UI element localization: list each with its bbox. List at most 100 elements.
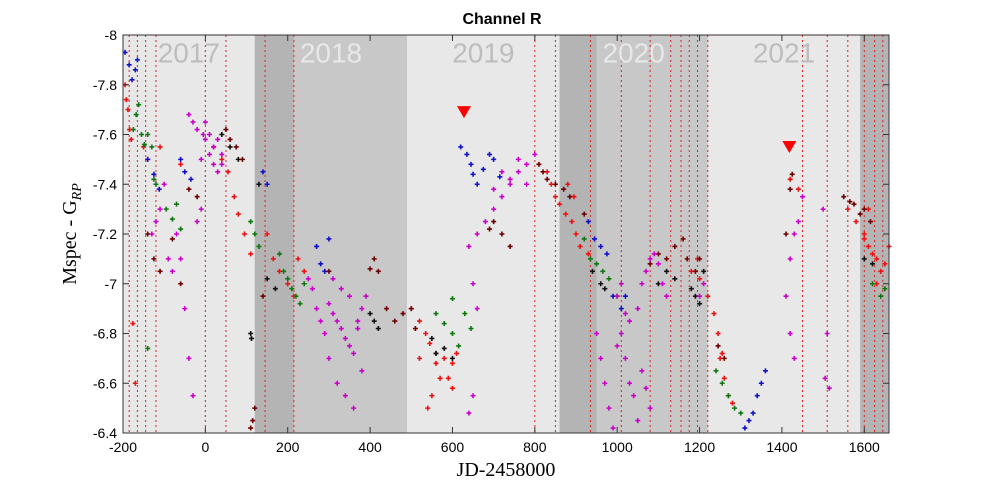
data-point bbox=[248, 335, 254, 341]
data-point bbox=[701, 281, 707, 287]
y-tick-label: -7.2 bbox=[93, 226, 117, 242]
triangle-marker bbox=[782, 140, 797, 153]
year-label: 2021 bbox=[753, 37, 815, 68]
y-tick-label: -6.6 bbox=[93, 375, 117, 391]
data-point bbox=[174, 201, 180, 207]
data-point bbox=[445, 375, 451, 381]
data-point bbox=[684, 256, 690, 262]
data-point bbox=[618, 306, 624, 312]
data-point bbox=[178, 281, 184, 287]
data-point bbox=[845, 206, 851, 212]
data-point bbox=[602, 286, 608, 292]
data-point bbox=[635, 418, 641, 424]
data-point bbox=[719, 380, 725, 386]
y-tick-label: -8 bbox=[105, 27, 118, 43]
data-point bbox=[198, 156, 204, 162]
data-point bbox=[507, 176, 513, 182]
data-point bbox=[225, 169, 231, 175]
data-point bbox=[577, 243, 583, 249]
data-point bbox=[437, 375, 443, 381]
y-tick-label: -7.4 bbox=[93, 176, 117, 192]
data-point bbox=[552, 194, 558, 200]
year-label: 2020 bbox=[603, 37, 665, 68]
data-point bbox=[870, 261, 876, 267]
data-point bbox=[561, 186, 567, 192]
data-point bbox=[639, 368, 645, 374]
data-point bbox=[270, 256, 276, 262]
data-point bbox=[594, 331, 600, 336]
data-point bbox=[474, 181, 480, 187]
data-point bbox=[532, 151, 538, 157]
data-point bbox=[861, 231, 867, 237]
data-point bbox=[861, 236, 867, 242]
series-magenta bbox=[149, 112, 832, 431]
data-point bbox=[412, 326, 418, 332]
data-point bbox=[139, 132, 145, 137]
data-point bbox=[130, 127, 136, 133]
data-point bbox=[487, 151, 493, 157]
data-point bbox=[635, 306, 641, 312]
data-point bbox=[725, 393, 731, 399]
data-point bbox=[622, 293, 628, 299]
data-point bbox=[281, 268, 287, 274]
data-point bbox=[194, 127, 200, 133]
data-point bbox=[713, 368, 719, 374]
data-point bbox=[125, 107, 131, 113]
data-point bbox=[417, 355, 423, 361]
data-point bbox=[466, 410, 472, 416]
data-point bbox=[194, 194, 200, 200]
data-point bbox=[132, 67, 138, 73]
data-point bbox=[433, 350, 439, 356]
data-point bbox=[174, 231, 180, 237]
data-point bbox=[293, 293, 299, 299]
data-point bbox=[721, 375, 727, 381]
data-point bbox=[697, 276, 703, 282]
data-point bbox=[157, 268, 163, 274]
x-tick-label: 200 bbox=[276, 439, 300, 455]
data-point bbox=[847, 199, 853, 205]
data-point bbox=[787, 256, 793, 262]
data-point bbox=[375, 268, 381, 274]
data-point bbox=[157, 144, 163, 150]
data-point bbox=[585, 219, 591, 225]
data-point bbox=[227, 144, 233, 150]
data-point bbox=[643, 268, 649, 274]
data-point bbox=[622, 311, 628, 317]
data-point bbox=[347, 293, 353, 299]
data-point bbox=[870, 281, 876, 287]
data-point bbox=[161, 181, 167, 187]
x-tick-label: 400 bbox=[358, 439, 382, 455]
data-point bbox=[732, 405, 738, 411]
data-point bbox=[441, 321, 447, 327]
data-point bbox=[536, 161, 542, 167]
data-point bbox=[719, 350, 725, 356]
data-point bbox=[400, 311, 406, 317]
data-point bbox=[178, 161, 184, 167]
data-point bbox=[861, 206, 867, 212]
data-point bbox=[791, 231, 797, 237]
data-point bbox=[149, 231, 155, 237]
data-point bbox=[581, 236, 587, 242]
data-point bbox=[250, 418, 256, 424]
data-point bbox=[149, 144, 155, 150]
data-point bbox=[606, 405, 612, 411]
data-point bbox=[157, 206, 163, 212]
data-point bbox=[134, 57, 140, 63]
data-point bbox=[186, 112, 192, 118]
data-point bbox=[800, 194, 806, 200]
data-point bbox=[524, 161, 530, 167]
data-point bbox=[456, 343, 462, 349]
darker-band bbox=[254, 35, 294, 433]
data-point bbox=[507, 243, 513, 249]
data-point bbox=[470, 393, 476, 399]
data-point bbox=[186, 186, 192, 192]
data-point bbox=[233, 144, 239, 150]
data-point bbox=[441, 345, 447, 351]
data-point bbox=[882, 261, 888, 267]
year-label: 2019 bbox=[452, 37, 514, 68]
data-point bbox=[130, 321, 136, 327]
data-point bbox=[655, 261, 661, 267]
y-tick-label: -7 bbox=[105, 276, 118, 292]
data-point bbox=[314, 306, 320, 312]
data-point bbox=[491, 156, 497, 162]
